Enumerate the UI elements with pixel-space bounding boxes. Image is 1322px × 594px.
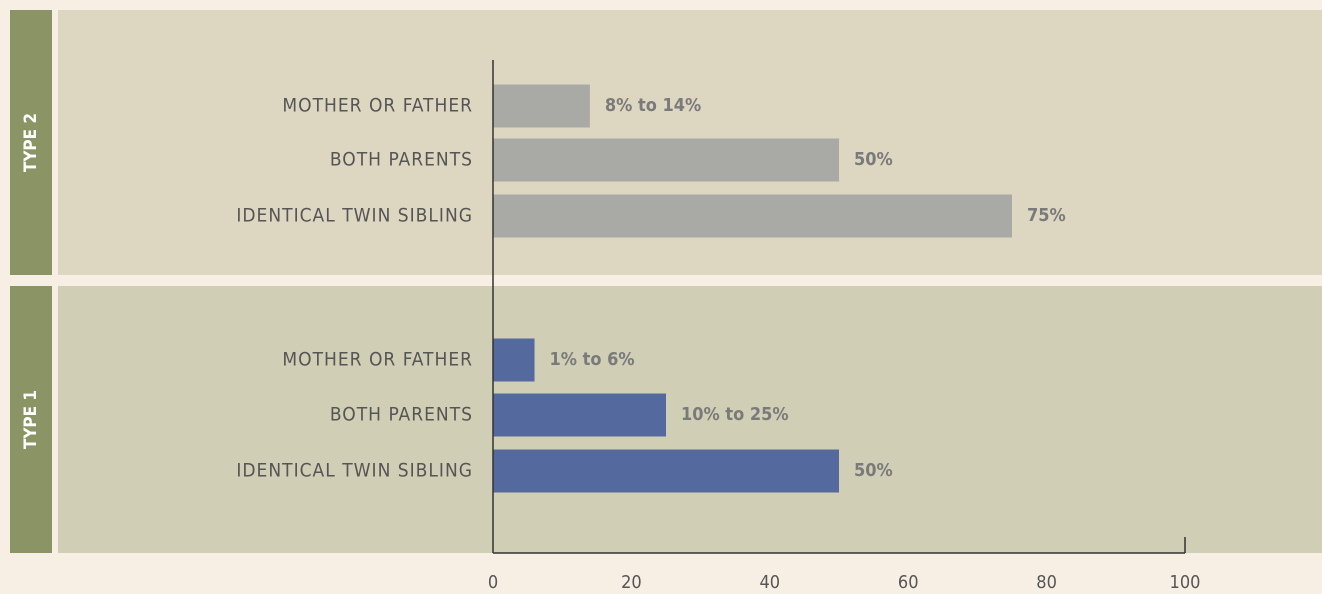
category-label: MOTHER OR FATHER [282,349,473,371]
category-label: IDENTICAL TWIN SIBLING [236,205,473,227]
panel-tab [10,286,52,553]
data-label: 10% to 25% [681,404,789,425]
category-label: BOTH PARENTS [330,149,473,171]
category-label: BOTH PARENTS [330,404,473,426]
data-label: 1% to 6% [550,349,635,370]
bar [493,393,666,437]
bar [493,449,839,493]
bar [493,338,535,382]
panel-tab [10,10,52,275]
panel-label: TYPE 2 [21,113,41,172]
x-tick-label: 80 [1036,572,1057,593]
data-label: 50% [854,149,893,170]
x-tick-label: 100 [1170,572,1201,593]
category-label: IDENTICAL TWIN SIBLING [236,460,473,482]
panel [58,286,1322,553]
bar [493,194,1012,238]
category-label: MOTHER OR FATHER [282,95,473,117]
data-label: 8% to 14% [605,95,701,116]
x-tick-label: 60 [898,572,919,593]
data-label: 50% [854,460,893,481]
panel-label: TYPE 1 [21,390,41,449]
bar [493,138,839,182]
bar [493,84,590,128]
data-label: 75% [1027,205,1066,226]
x-tick-label: 20 [621,572,642,593]
x-tick-label: 0 [488,572,498,593]
x-tick-label: 40 [759,572,780,593]
